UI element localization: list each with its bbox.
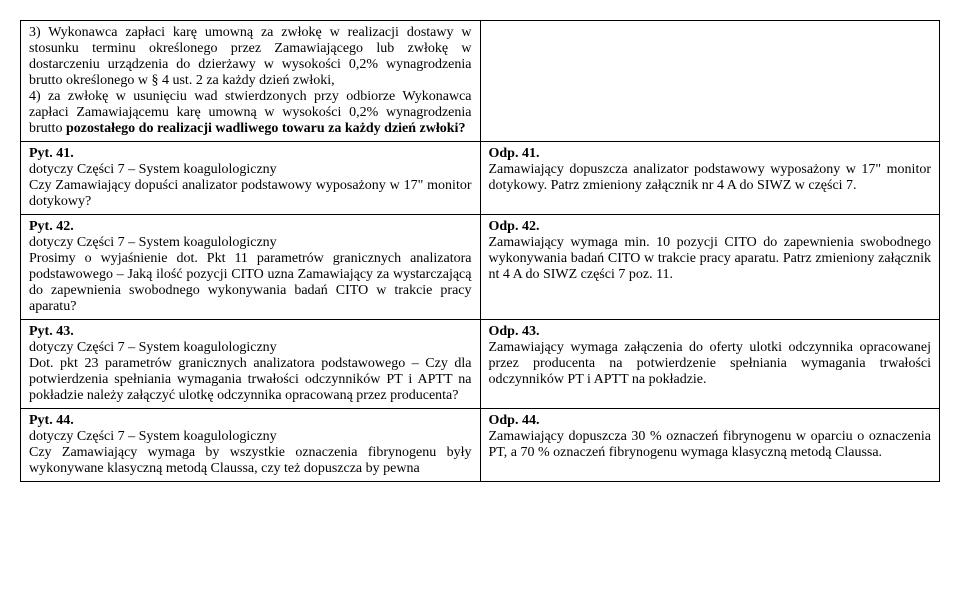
- table-row: 3) Wykonawca zapłaci karę umowną za zwło…: [21, 21, 940, 142]
- text-line: 4) za zwłokę w usunięciu wad stwierdzony…: [29, 89, 472, 137]
- text-line: Zamawiający dopuszcza 30 % oznaczeń fibr…: [489, 429, 932, 461]
- table-body: 3) Wykonawca zapłaci karę umowną za zwło…: [21, 21, 940, 482]
- text-line: Pyt. 43.: [29, 324, 472, 340]
- text-line: Odp. 42.: [489, 219, 932, 235]
- table-cell: Odp. 43.Zamawiający wymaga załączenia do…: [480, 320, 940, 409]
- text-line: Zamawiający wymaga min. 10 pozycji CITO …: [489, 235, 932, 283]
- text-line: Pyt. 41.: [29, 146, 472, 162]
- text-line: Zamawiający dopuszcza analizator podstaw…: [489, 162, 932, 194]
- table-cell: [480, 21, 940, 142]
- text-line: Czy Zamawiający wymaga by wszystkie ozna…: [29, 445, 472, 477]
- text-line: 3) Wykonawca zapłaci karę umowną za zwło…: [29, 25, 472, 89]
- table-row: Pyt. 42.dotyczy Części 7 – System koagul…: [21, 215, 940, 320]
- text-line: Odp. 41.: [489, 146, 932, 162]
- text-line: Dot. pkt 23 parametrów granicznych anali…: [29, 356, 472, 404]
- text-line: dotyczy Części 7 – System koagulologiczn…: [29, 162, 472, 178]
- table-cell: 3) Wykonawca zapłaci karę umowną za zwło…: [21, 21, 481, 142]
- table-cell: Pyt. 42.dotyczy Części 7 – System koagul…: [21, 215, 481, 320]
- text-line: Zamawiający wymaga załączenia do oferty …: [489, 340, 932, 388]
- text-line: Odp. 44.: [489, 413, 932, 429]
- document-table: 3) Wykonawca zapłaci karę umowną za zwło…: [20, 20, 940, 482]
- table-cell: Pyt. 44.dotyczy Części 7 – System koagul…: [21, 409, 481, 482]
- table-row: Pyt. 44.dotyczy Części 7 – System koagul…: [21, 409, 940, 482]
- text-line: Prosimy o wyjaśnienie dot. Pkt 11 parame…: [29, 251, 472, 315]
- text-line: Pyt. 42.: [29, 219, 472, 235]
- table-cell: Pyt. 43.dotyczy Części 7 – System koagul…: [21, 320, 481, 409]
- table-cell: Pyt. 41.dotyczy Części 7 – System koagul…: [21, 142, 481, 215]
- text-line: Odp. 43.: [489, 324, 932, 340]
- text-line: dotyczy Części 7 – System koagulologiczn…: [29, 429, 472, 445]
- table-row: Pyt. 41.dotyczy Części 7 – System koagul…: [21, 142, 940, 215]
- table-cell: Odp. 42.Zamawiający wymaga min. 10 pozyc…: [480, 215, 940, 320]
- table-row: Pyt. 43.dotyczy Części 7 – System koagul…: [21, 320, 940, 409]
- text-line: Pyt. 44.: [29, 413, 472, 429]
- text-line: dotyczy Części 7 – System koagulologiczn…: [29, 235, 472, 251]
- table-cell: Odp. 41. Zamawiający dopuszcza analizato…: [480, 142, 940, 215]
- text-line: Czy Zamawiający dopuści analizator podst…: [29, 178, 472, 210]
- table-cell: Odp. 44.Zamawiający dopuszcza 30 % oznac…: [480, 409, 940, 482]
- text-line: dotyczy Części 7 – System koagulologiczn…: [29, 340, 472, 356]
